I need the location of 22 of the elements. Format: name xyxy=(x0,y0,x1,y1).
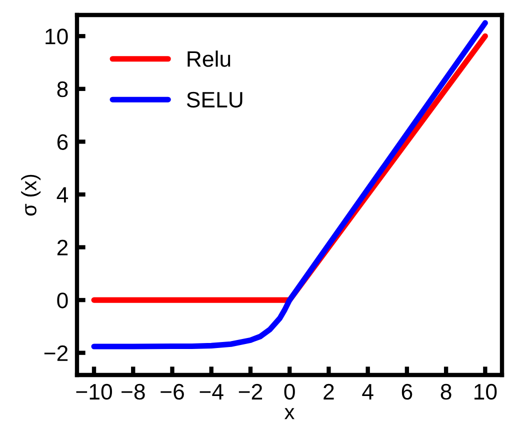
y-tick-label: 2 xyxy=(57,240,68,256)
x-tick-label: −6 xyxy=(160,384,184,400)
x-tick-label: 10 xyxy=(474,384,497,400)
x-tick-label: 0 xyxy=(284,384,295,400)
y-tick-label: 8 xyxy=(57,81,68,98)
x-tick-label: 8 xyxy=(440,384,452,400)
x-tick-label: 6 xyxy=(402,384,412,400)
x-tick-label: 4 xyxy=(362,384,374,400)
x-tick-label: −4 xyxy=(200,384,224,400)
x-tick-label: −10 xyxy=(76,384,112,400)
x-axis-title: x xyxy=(284,408,294,420)
y-tick-label: −2 xyxy=(44,345,68,361)
x-tick-label: −2 xyxy=(238,384,262,400)
x-tick-label: 2 xyxy=(324,384,334,400)
y-axis-title: σ (x) xyxy=(21,174,41,216)
x-tick-label: −8 xyxy=(122,384,145,400)
legend-label: Relu xyxy=(188,50,230,67)
y-tick-label: 6 xyxy=(57,134,68,150)
y-tick-label: 10 xyxy=(46,28,68,44)
y-tick-label: 0 xyxy=(57,292,68,308)
legend-label: SELU xyxy=(186,92,242,108)
y-tick-label: 4 xyxy=(56,187,68,203)
